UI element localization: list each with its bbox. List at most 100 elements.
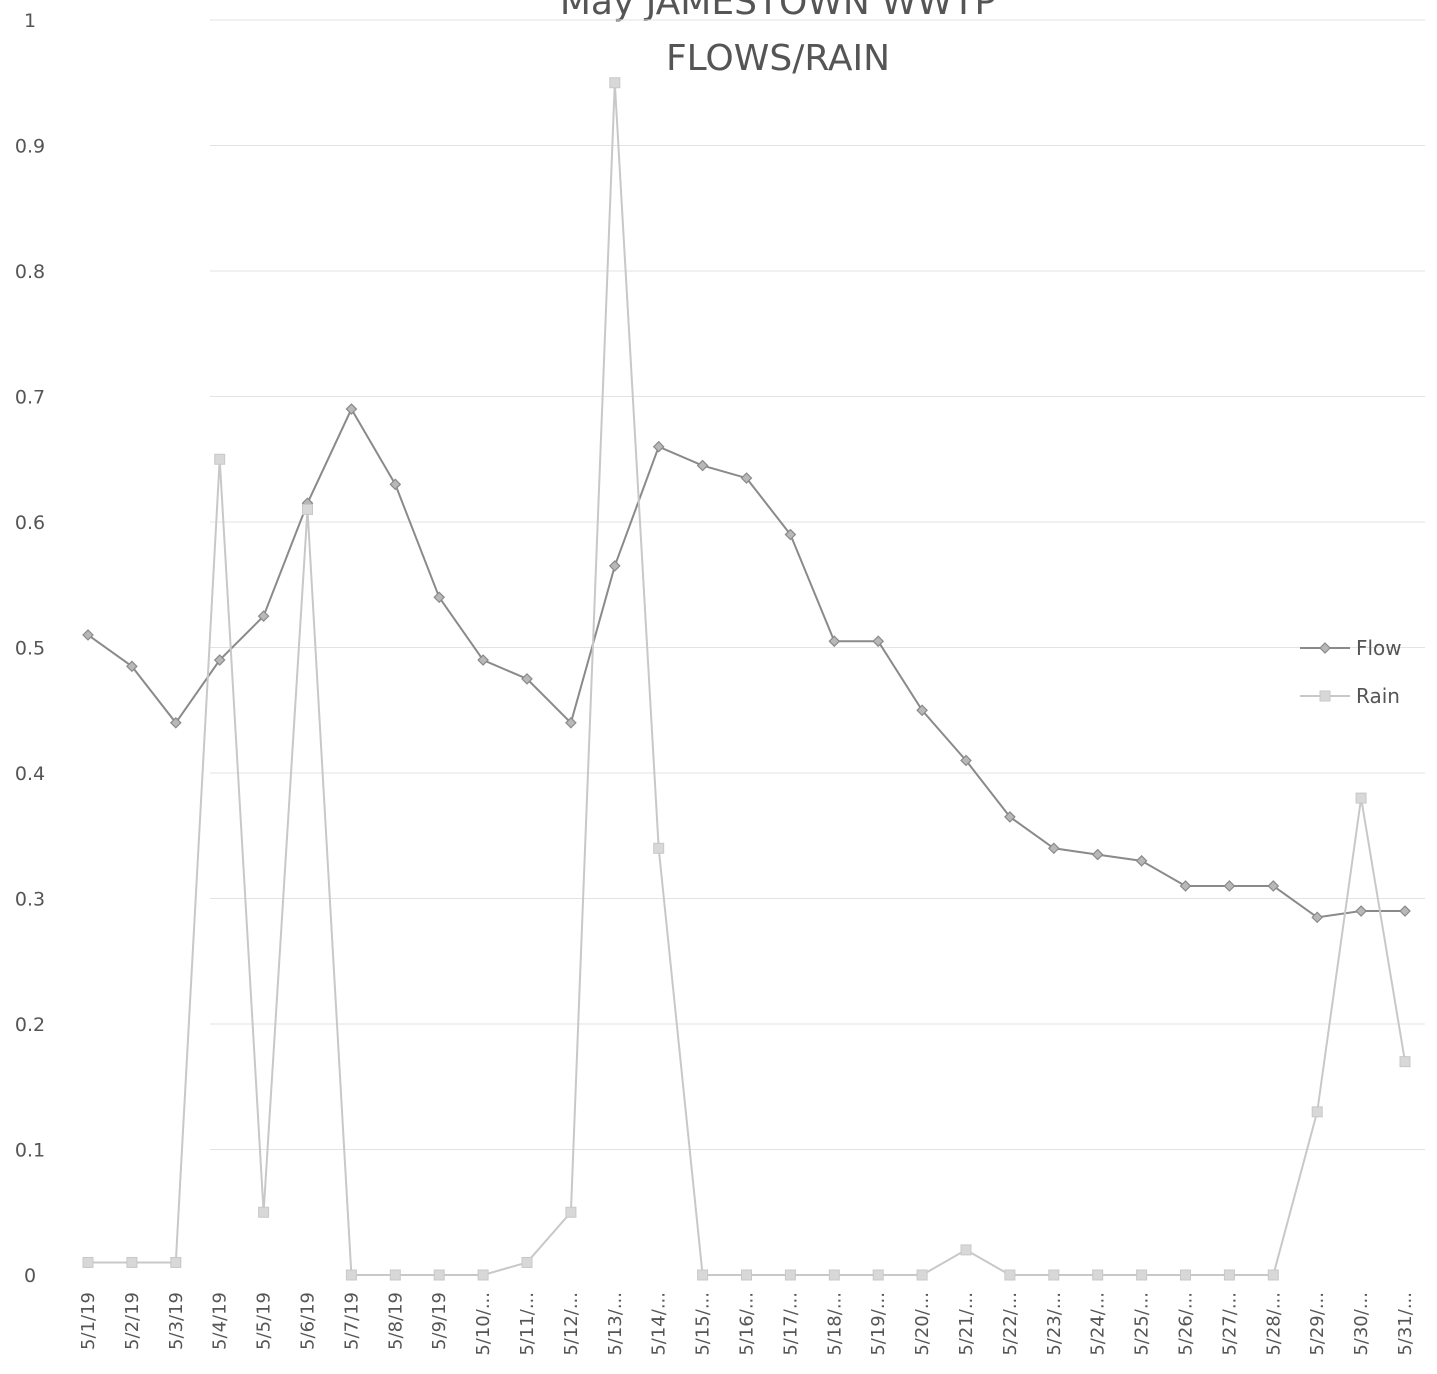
rain-point	[345, 1269, 357, 1281]
rain-point	[521, 1256, 533, 1268]
flow-point	[1223, 880, 1236, 892]
rain-line	[88, 82, 1406, 1276]
x-tick-label: 5/24/...	[1088, 1292, 1109, 1356]
x-tick-label: 5/23/...	[1044, 1292, 1065, 1356]
flow-point	[433, 591, 446, 604]
x-tick-label: 5/22/...	[1000, 1292, 1021, 1356]
x-tick-label: 5/14/...	[649, 1292, 670, 1356]
x-tick-label: 5/6/19	[298, 1292, 319, 1350]
x-tick-label: 5/29/...	[1307, 1292, 1328, 1356]
rain-point	[82, 1256, 94, 1268]
rain-point	[872, 1269, 884, 1281]
x-tick-label: 5/9/19	[429, 1292, 450, 1350]
flow-legend-label: Flow	[1356, 636, 1402, 660]
y-tick-label: 0.9	[15, 136, 45, 158]
rain-point	[565, 1206, 577, 1218]
rain-point	[126, 1256, 138, 1268]
flow-line	[87, 406, 1405, 919]
y-tick-label: 0.1	[15, 1140, 45, 1162]
y-tick-label: 1	[24, 10, 36, 32]
flow-point	[1091, 848, 1104, 861]
flow-point	[740, 472, 753, 484]
x-tick-label: 5/17/...	[780, 1292, 801, 1356]
flow-point	[652, 440, 665, 453]
flow-point	[1355, 905, 1367, 917]
x-tick-label: 5/21/...	[956, 1292, 977, 1356]
x-tick-label: 5/5/19	[254, 1292, 275, 1350]
rain-point	[960, 1244, 972, 1256]
rain-point	[214, 453, 226, 465]
flow-point	[960, 754, 972, 767]
flow-point	[916, 704, 928, 717]
x-tick-label: 5/30/...	[1351, 1292, 1372, 1356]
y-axis-ticks: 0 0.1 0.2 0.3 0.4 0.5 0.6 0.7 0.8 0.9 1	[15, 10, 45, 1287]
x-tick-label: 5/31/...	[1395, 1292, 1416, 1356]
rain-point	[1004, 1269, 1016, 1281]
flow-point	[1047, 842, 1060, 855]
flow-point	[872, 635, 885, 648]
flow-point	[565, 716, 577, 729]
x-tick-label: 5/16/...	[737, 1292, 758, 1356]
rain-point	[1267, 1269, 1279, 1281]
rain-point	[1223, 1269, 1235, 1281]
y-tick-label: 0.4	[15, 763, 45, 785]
rain-point	[1092, 1269, 1104, 1281]
y-tick-label: 0.3	[15, 889, 45, 911]
rain-point	[1355, 792, 1367, 804]
x-tick-label: 5/1/19	[78, 1292, 99, 1350]
x-tick-label: 5/11/...	[517, 1292, 538, 1356]
x-tick-label: 5/18/...	[824, 1292, 845, 1356]
x-tick-label: 5/2/19	[122, 1292, 143, 1350]
x-tick-label: 5/19/...	[868, 1292, 889, 1356]
rain-point	[1048, 1269, 1060, 1281]
flow-point	[82, 629, 94, 641]
flow-point	[521, 673, 533, 685]
rain-point	[1180, 1269, 1191, 1281]
flow-point	[126, 660, 138, 673]
x-tick-label: 5/20/...	[912, 1292, 933, 1356]
x-tick-label: 5/27/...	[1219, 1292, 1240, 1356]
rain-point	[302, 503, 313, 515]
flow-point	[169, 716, 182, 729]
rain-point	[653, 842, 665, 854]
rain-point	[258, 1206, 270, 1218]
x-tick-label: 5/7/19	[341, 1292, 362, 1350]
rain-series	[82, 77, 1411, 1281]
flow-point	[389, 478, 402, 491]
x-tick-label: 5/28/...	[1263, 1292, 1284, 1356]
rain-legend-marker	[1319, 690, 1331, 702]
y-tick-label: 0.2	[15, 1014, 45, 1036]
rain-point	[784, 1269, 796, 1281]
flow-point	[213, 654, 226, 666]
x-tick-label: 5/10/...	[473, 1292, 494, 1356]
flow-point	[477, 654, 489, 666]
flow-point	[608, 560, 621, 572]
rain-point	[697, 1269, 709, 1281]
rain-point	[916, 1269, 928, 1281]
x-tick-label: 5/15/...	[693, 1292, 714, 1356]
y-tick-label: 0.5	[15, 638, 45, 660]
x-tick-label: 5/3/19	[166, 1292, 187, 1350]
flow-point	[1267, 880, 1280, 892]
flow-point	[828, 635, 841, 648]
flow-point	[1004, 811, 1016, 823]
chart-title-line-1: May JAMESTOWN WWTP	[560, 0, 996, 23]
gridlines	[210, 19, 1425, 1150]
rain-point	[741, 1269, 752, 1281]
x-tick-label: 5/12/...	[561, 1292, 582, 1356]
chart-title-line-2: FLOWS/RAIN	[666, 38, 890, 79]
rain-point	[433, 1269, 445, 1281]
series-lines	[82, 77, 1411, 1281]
x-tick-label: 5/4/19	[210, 1292, 231, 1350]
rain-point	[609, 77, 621, 89]
x-axis-ticks: 5/1/19 5/2/19 5/3/19 5/4/19 5/5/19 5/6/19 5/7/…	[78, 1292, 1416, 1356]
rain-point	[1399, 1056, 1411, 1068]
legend: Flow Rain	[1300, 636, 1402, 708]
flow-point	[1179, 880, 1192, 892]
flow-point	[1399, 905, 1411, 917]
rain-point	[1311, 1106, 1323, 1118]
flow-series	[82, 403, 1411, 924]
x-tick-label: 5/13/...	[605, 1292, 626, 1356]
rain-point	[170, 1256, 182, 1268]
